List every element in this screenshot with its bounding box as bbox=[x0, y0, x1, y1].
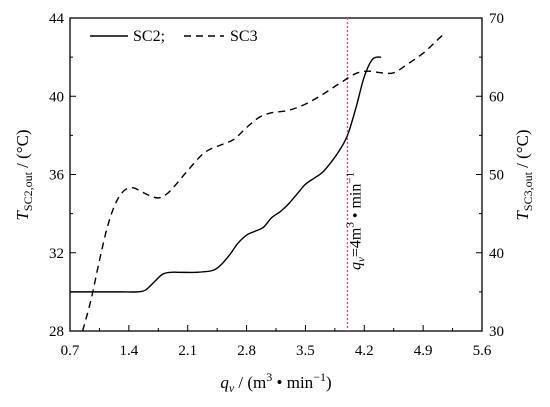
right-y-title-symbol: T bbox=[513, 210, 532, 221]
annot-subscript: v bbox=[355, 257, 367, 262]
plot-frame bbox=[69, 17, 483, 332]
legend: SC2; SC3 bbox=[90, 28, 258, 45]
left-y-tick-label: 40 bbox=[49, 89, 64, 105]
right-y-tick-label: 50 bbox=[489, 168, 504, 184]
annot-superscript: 3 bbox=[344, 222, 356, 228]
x-title-superscript-2: −1 bbox=[313, 370, 326, 384]
series-sc3-line bbox=[81, 33, 445, 332]
left-y-title-subscript: SC2,out bbox=[21, 171, 35, 211]
right-y-tick-label: 70 bbox=[489, 11, 504, 27]
x-title-unit-mid: • min bbox=[272, 373, 313, 392]
x-title-unit-suffix: ) bbox=[326, 373, 332, 392]
left-y-axis-title: TSC2,out / (°C) bbox=[13, 129, 35, 220]
legend-label-sc3: SC3 bbox=[230, 28, 258, 45]
annot-superscript-2: −1 bbox=[344, 172, 356, 184]
x-tick-label: 5.6 bbox=[473, 343, 492, 359]
annotation-layer: qv=4m3 • min−1 bbox=[344, 18, 367, 331]
x-title-unit: / (m bbox=[234, 373, 266, 392]
right-y-title-subscript: SC3,out bbox=[521, 171, 535, 211]
axis-titles: qv / (m3 • min−1)TSC2,out / (°C)TSC3,out… bbox=[13, 129, 535, 395]
x-axis-title: qv / (m3 • min−1) bbox=[220, 370, 331, 395]
left-y-tick-label: 36 bbox=[49, 168, 65, 184]
reference-line-label: qv=4m3 • min−1 bbox=[344, 172, 367, 270]
x-tick-label: 2.1 bbox=[178, 343, 197, 359]
annot-symbol: q bbox=[347, 262, 364, 270]
x-tick-label: 1.4 bbox=[119, 343, 138, 359]
x-tick-label: 0.7 bbox=[61, 343, 80, 359]
left-y-title-symbol: T bbox=[13, 210, 32, 221]
plot-border bbox=[69, 17, 483, 332]
x-title-subscript: v bbox=[229, 381, 235, 395]
left-y-title-unit: / (°C) bbox=[13, 129, 32, 172]
x-title-symbol: q bbox=[220, 373, 229, 392]
right-y-axis-title: TSC3,out / (°C) bbox=[513, 129, 535, 220]
x-tick-label: 2.8 bbox=[237, 343, 256, 359]
left-y-axis-ticks: 28 32 36 40 44 bbox=[49, 11, 76, 340]
left-y-tick-label: 32 bbox=[49, 246, 64, 262]
x-title-superscript: 3 bbox=[266, 370, 272, 384]
series-layer bbox=[69, 33, 445, 332]
x-tick-label: 4.9 bbox=[414, 343, 433, 359]
series-sc2-line bbox=[69, 56, 382, 293]
right-y-tick-label: 30 bbox=[489, 324, 504, 340]
right-y-title-unit: / (°C) bbox=[513, 129, 532, 172]
x-tick-label: 4.2 bbox=[355, 343, 374, 359]
annot-value: =4m bbox=[347, 227, 364, 257]
right-y-tick-label: 60 bbox=[489, 89, 504, 105]
x-tick-label: 3.5 bbox=[296, 343, 315, 359]
left-y-tick-label: 28 bbox=[49, 324, 64, 340]
right-y-tick-label: 40 bbox=[489, 246, 504, 262]
annot-unit: • min bbox=[347, 184, 364, 223]
left-y-tick-label: 44 bbox=[49, 11, 65, 27]
x-axis-ticks: 0.7 1.4 2.1 2.8 3.5 4.2 4.9 5.6 bbox=[61, 325, 492, 359]
legend-label-sc2: SC2; bbox=[133, 28, 165, 45]
right-y-axis-ticks: 30 40 50 60 70 bbox=[476, 11, 504, 340]
